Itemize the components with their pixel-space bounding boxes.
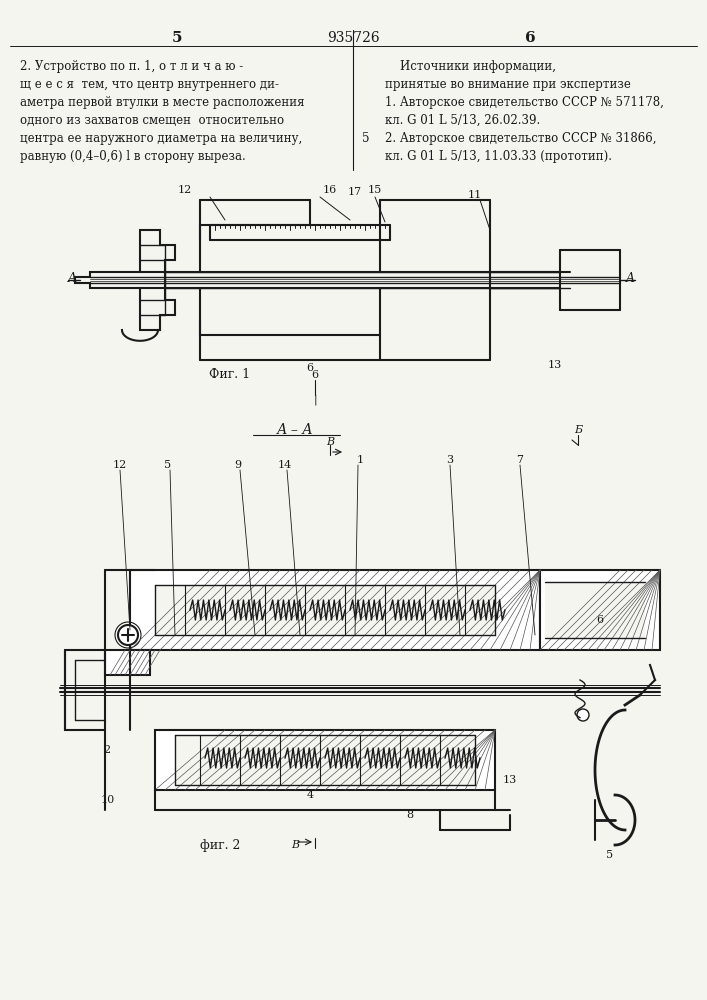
- Text: 6: 6: [525, 31, 535, 45]
- Text: A: A: [626, 271, 634, 284]
- Text: Фиг. 1: Фиг. 1: [209, 368, 250, 381]
- Text: 6: 6: [312, 370, 319, 380]
- Text: щ е е с я  тем, что центр внутреннего ди-: щ е е с я тем, что центр внутреннего ди-: [20, 78, 279, 91]
- Text: 5: 5: [607, 850, 614, 860]
- Text: 13: 13: [548, 360, 562, 370]
- Bar: [155, 730, 495, 790]
- Bar: [130, 570, 540, 650]
- Text: 11: 11: [468, 190, 482, 200]
- Text: 2. Устройство по п. 1, о т л и ч а ю -: 2. Устройство по п. 1, о т л и ч а ю -: [20, 60, 243, 73]
- Text: 4: 4: [306, 790, 314, 800]
- Text: 7: 7: [517, 455, 523, 465]
- Text: В: В: [326, 437, 334, 447]
- Text: 10: 10: [101, 795, 115, 805]
- Bar: [175, 735, 475, 785]
- Text: 935726: 935726: [327, 31, 380, 45]
- Text: 8: 8: [407, 810, 414, 820]
- Text: кл. G 01 L 5/13, 11.03.33 (прототип).: кл. G 01 L 5/13, 11.03.33 (прототип).: [385, 150, 612, 163]
- Text: 17: 17: [348, 187, 362, 197]
- Text: 2: 2: [103, 745, 110, 755]
- Text: 1. Авторское свидетельство СССР № 571178,: 1. Авторское свидетельство СССР № 571178…: [385, 96, 664, 109]
- Text: 6: 6: [597, 615, 604, 625]
- Text: аметра первой втулки в месте расположения: аметра первой втулки в месте расположени…: [20, 96, 305, 109]
- Circle shape: [577, 709, 589, 721]
- Text: одного из захватов смещен  относительно: одного из захватов смещен относительно: [20, 114, 284, 127]
- Text: 13: 13: [503, 775, 517, 785]
- Text: центра ее наружного диаметра на величину,: центра ее наружного диаметра на величину…: [20, 132, 303, 145]
- Text: 5: 5: [165, 460, 172, 470]
- Text: 5: 5: [172, 31, 182, 45]
- Text: 16: 16: [323, 185, 337, 195]
- Text: A: A: [67, 271, 76, 284]
- Text: В: В: [291, 840, 299, 850]
- Text: 12: 12: [178, 185, 192, 195]
- Bar: [105, 650, 150, 675]
- Text: 15: 15: [368, 185, 382, 195]
- Text: А – А: А – А: [276, 423, 313, 437]
- Circle shape: [118, 625, 138, 645]
- Text: кл. G 01 L 5/13, 26.02.39.: кл. G 01 L 5/13, 26.02.39.: [385, 114, 540, 127]
- Text: равную (0,4–0,6) l в сторону выреза.: равную (0,4–0,6) l в сторону выреза.: [20, 150, 246, 163]
- Bar: [540, 570, 660, 650]
- Text: 14: 14: [278, 460, 292, 470]
- Text: 1: 1: [356, 455, 363, 465]
- Text: принятые во внимание при экспертизе: принятые во внимание при экспертизе: [385, 78, 631, 91]
- Text: 9: 9: [235, 460, 242, 470]
- Text: фиг. 2: фиг. 2: [200, 838, 240, 852]
- Text: Б: Б: [574, 425, 582, 435]
- Text: 3: 3: [446, 455, 454, 465]
- Text: 5: 5: [362, 132, 370, 145]
- Text: 6: 6: [306, 363, 314, 373]
- Text: |: |: [313, 395, 317, 405]
- Text: 12: 12: [113, 460, 127, 470]
- Text: 2. Авторское свидетельство СССР № 31866,: 2. Авторское свидетельство СССР № 31866,: [385, 132, 657, 145]
- Bar: [545, 582, 645, 638]
- Bar: [155, 585, 495, 635]
- Text: Источники информации,: Источники информации,: [400, 60, 556, 73]
